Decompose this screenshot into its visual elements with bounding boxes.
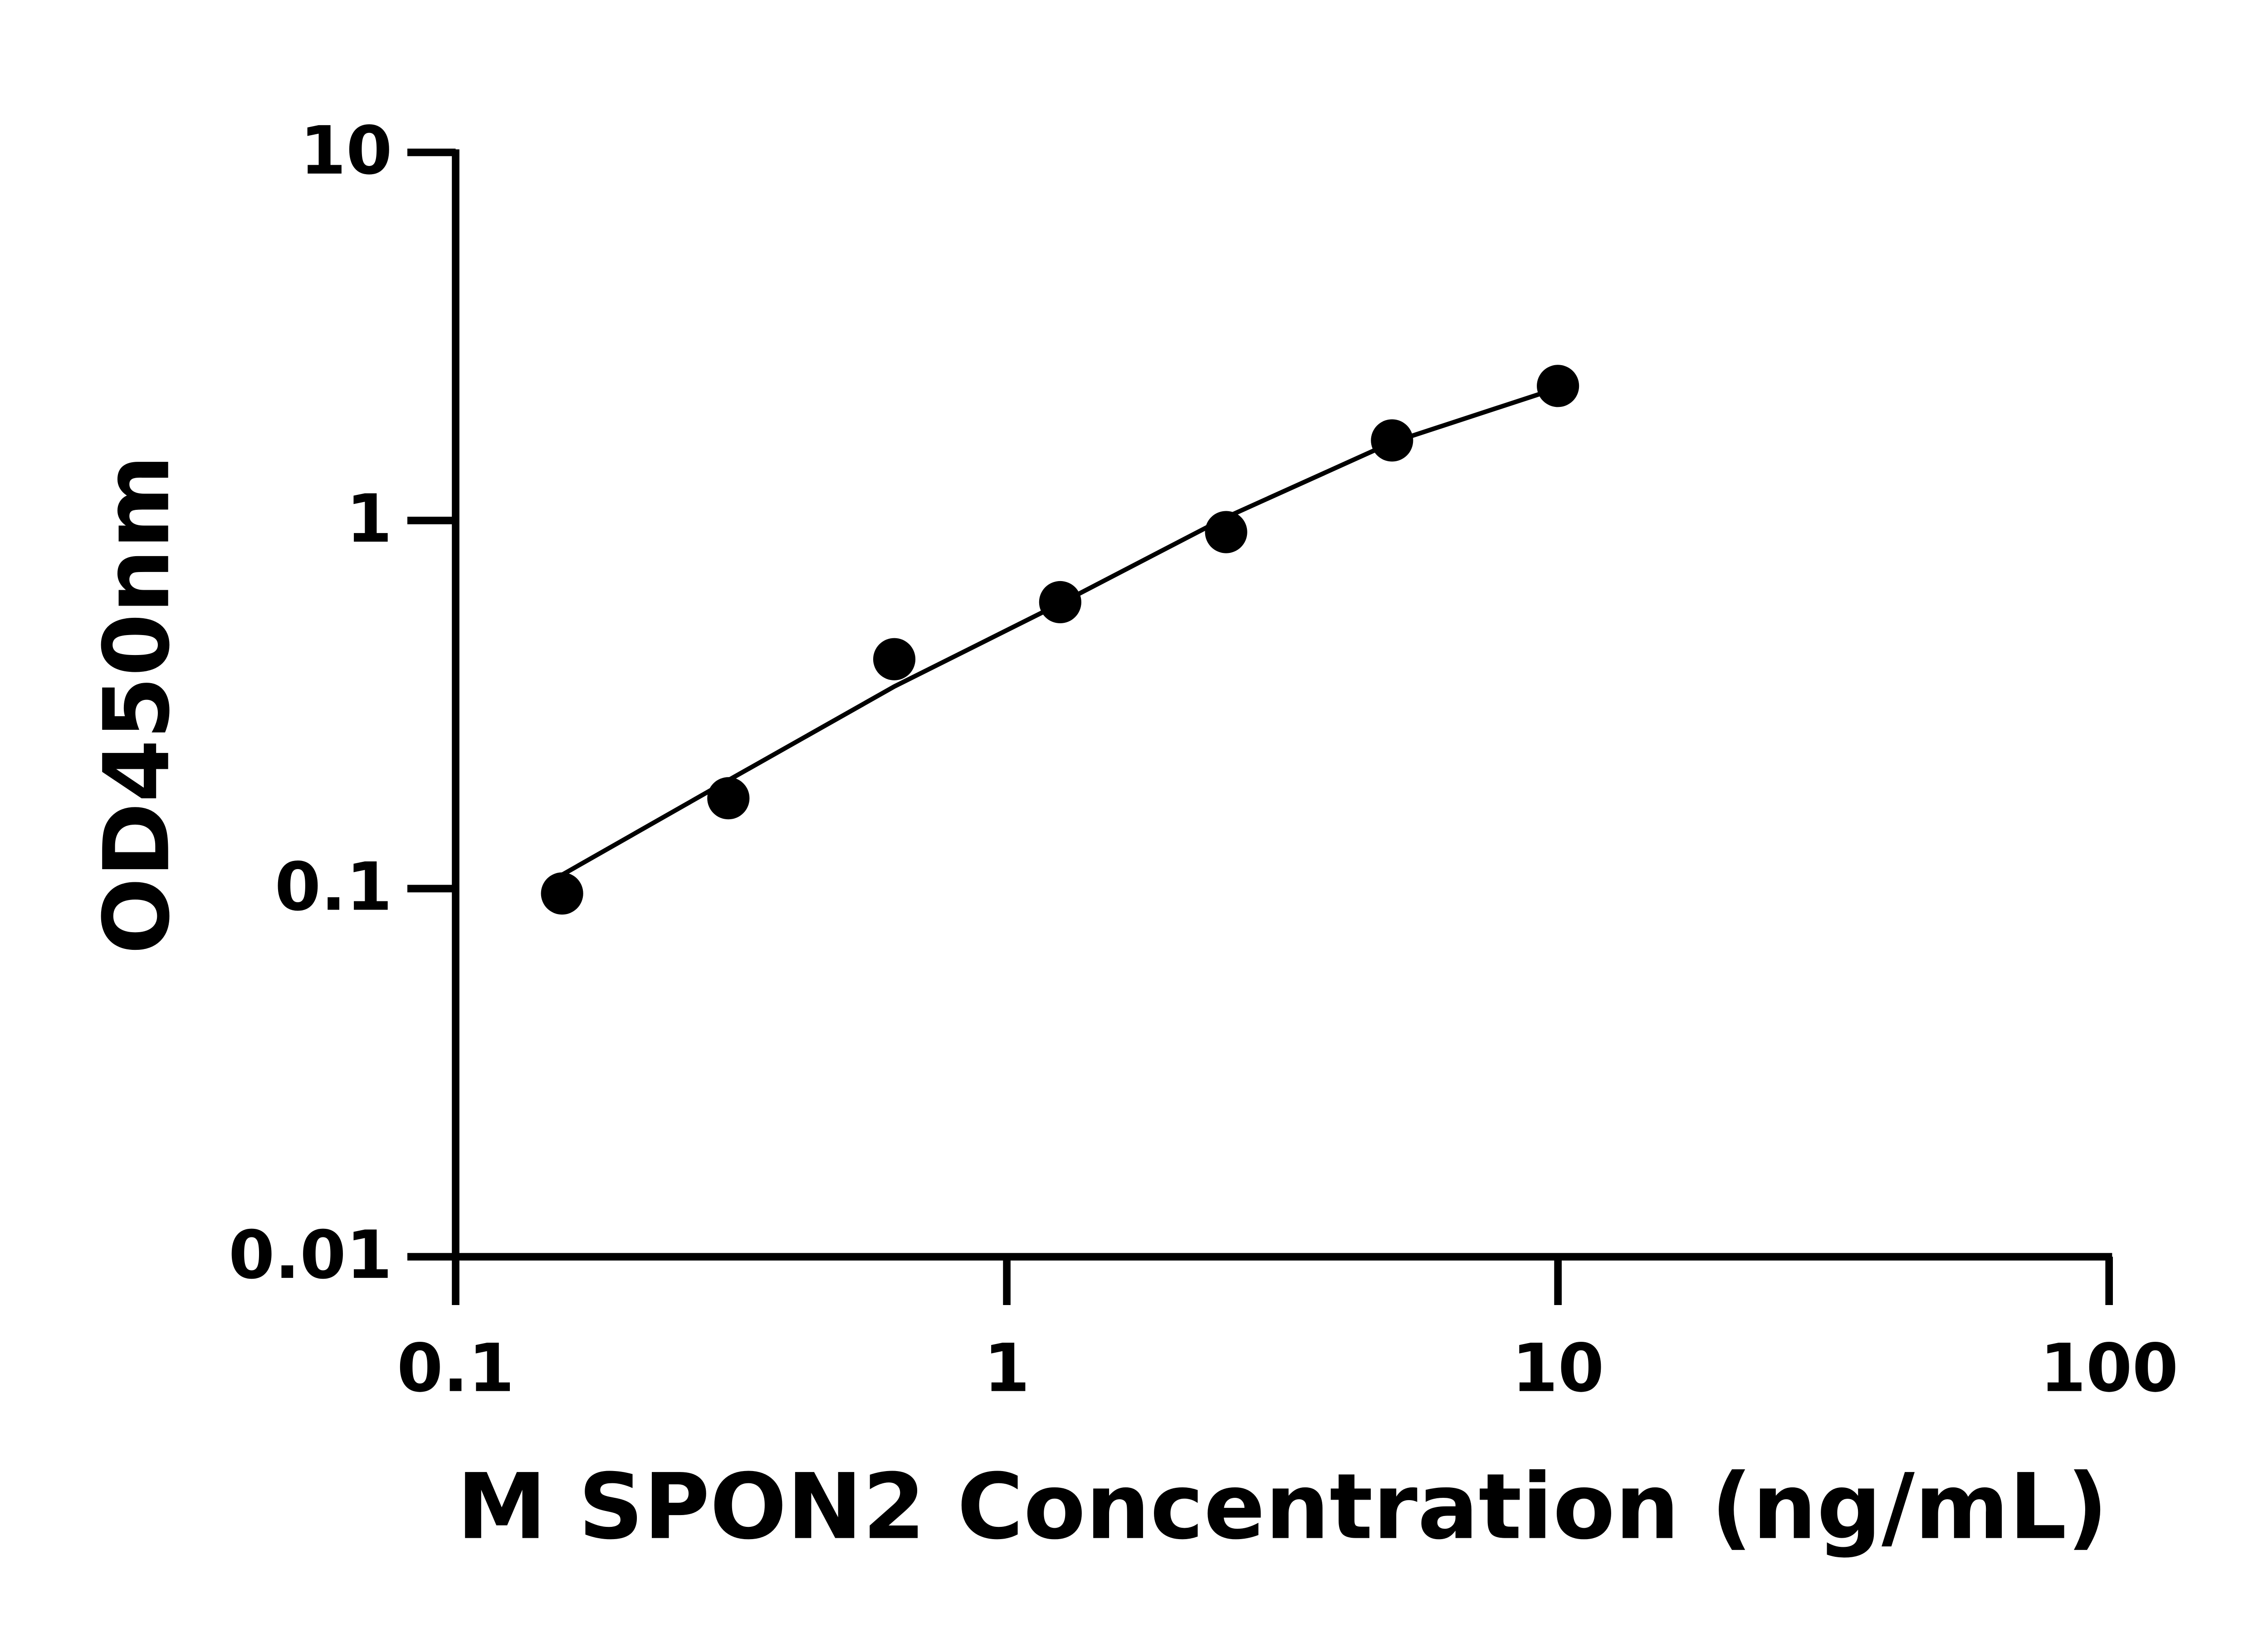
data-point <box>1205 511 1247 553</box>
x-tick-label: 1 <box>984 1330 1030 1407</box>
y-axis-title: OD450nm <box>85 455 190 954</box>
x-tick-label: 10 <box>1512 1330 1604 1407</box>
x-tick-label: 100 <box>2040 1330 2178 1407</box>
data-point <box>541 872 583 915</box>
y-tick-label: 1 <box>346 480 392 557</box>
y-tick-label: 0.01 <box>229 1216 392 1294</box>
data-point <box>707 777 750 820</box>
y-tick-label: 10 <box>300 112 392 190</box>
data-point <box>1371 419 1413 462</box>
x-axis-title: M SPON2 Concentration (ng/mL) <box>457 1455 2108 1560</box>
y-tick-label: 0.1 <box>275 848 392 926</box>
data-point <box>873 638 916 680</box>
data-point <box>1039 581 1081 624</box>
x-tick-label: 0.1 <box>397 1330 514 1407</box>
data-point <box>1537 365 1579 407</box>
